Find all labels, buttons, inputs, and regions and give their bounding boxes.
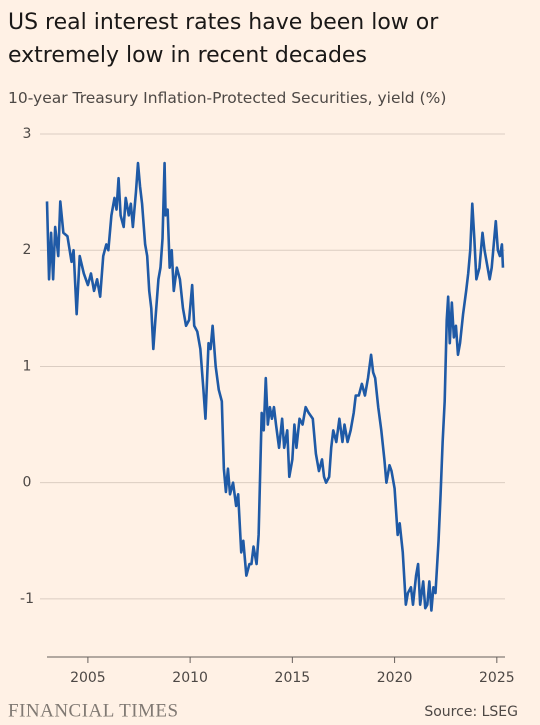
y-tick-label: -1 — [20, 591, 34, 607]
y-tick-label: 2 — [23, 242, 32, 258]
brand: FINANCIAL TIMES — [8, 700, 179, 721]
x-tick-label: 2010 — [172, 670, 208, 686]
chart-subtitle: 10-year Treasury Inflation-Protected Sec… — [8, 89, 447, 107]
y-tick-label: 0 — [23, 475, 32, 491]
x-tick-label: 2015 — [275, 670, 311, 686]
y-tick-label: 3 — [23, 126, 32, 142]
x-tick-label: 2005 — [70, 670, 106, 686]
y-tick-label: 1 — [23, 358, 32, 374]
chart-title: US real interest rates have been low or … — [8, 10, 439, 68]
data-line — [45, 161, 505, 612]
x-tick-label: 2025 — [479, 670, 515, 686]
source: Source: LSEG — [424, 704, 518, 720]
x-tick-label: 2020 — [377, 670, 413, 686]
